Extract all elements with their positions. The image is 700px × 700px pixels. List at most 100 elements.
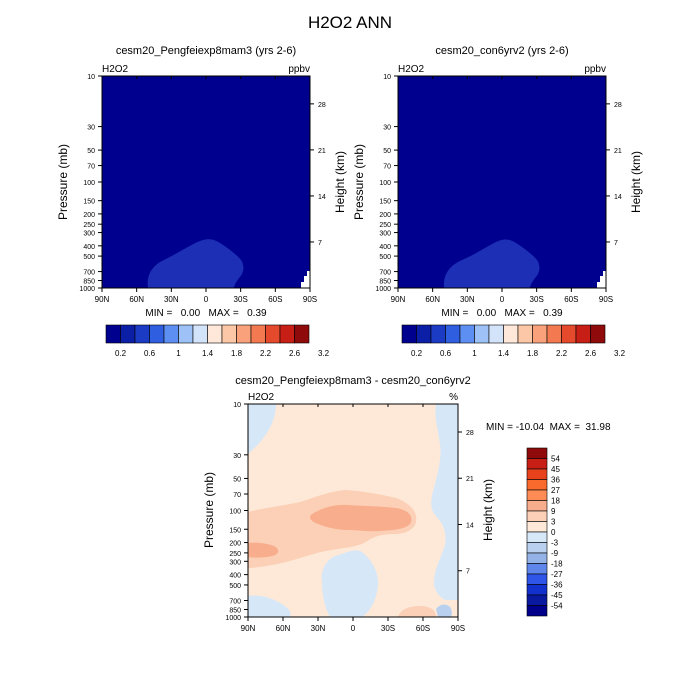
panel-2-title: cesm20_con6yrv2 (yrs 2-6) [435,45,568,57]
y-tick-label: 30 [87,125,95,132]
x-tick-label: 90N [95,295,110,304]
panel-2: cesm20_con6yrv2 (yrs 2-6) H2O2 ppbv 90N 6… [352,45,643,358]
y-tick-label: 50 [233,476,241,483]
y-tick-label: 200 [229,541,241,548]
right-tick-label: 7 [318,240,322,247]
y-tick-label: 100 [83,180,95,187]
panel-1-ylabel-right: Height (km) [333,151,347,213]
colorbar-swatch [149,324,165,344]
colorbar-swatch [561,324,577,344]
colorbar-label: -36 [551,581,563,590]
colorbar-swatch [503,324,519,344]
figure-title: H2O2 ANN [308,13,392,32]
x-tick-label: 30S [381,624,395,633]
y-tick-label: 300 [379,231,391,238]
colorbar-label: 1.8 [231,349,243,358]
panel-1: cesm20_Pengfeiexp8mam3 (yrs 2-6) H2O2 pp… [56,45,347,358]
colorbar-label: 2.6 [585,349,597,358]
colorbar-label: 54 [551,455,560,464]
panel-2-axes: 90N 60N 30N 0 30S 60S 90S 10 30 50 70 100 150 200 250 3… [375,74,621,304]
colorbar-label: 1 [176,349,181,358]
panel-2-variable-label: H2O2 [398,64,425,75]
y-tick-label: 700 [83,270,95,277]
y-tick-label: 500 [83,254,95,261]
colorbar-label: 1.4 [202,349,214,358]
colorbar-swatch [526,468,548,480]
panel-1-units-label: ppbv [288,64,310,75]
colorbar-swatch [416,324,432,344]
colorbar-label: -54 [551,602,563,611]
colorbar-swatch [294,324,310,344]
y-tick-label: 100 [379,180,391,187]
colorbar-swatch [401,324,417,344]
colorbar-swatch [526,531,548,543]
panel-3-title: cesm20_Pengfeiexp8mam3 - cesm20_con6yrv2 [235,375,470,387]
colorbar-swatch [134,324,150,344]
colorbar-swatch [526,500,548,512]
y-tick-label: 10 [383,74,391,81]
colorbar-swatch [250,324,266,344]
colorbar-label: 2.2 [556,349,568,358]
colorbar-swatch [445,324,461,344]
colorbar-label: 45 [551,465,560,474]
panel-1-min-max: MIN = 0.00 MAX = 0.39 [145,308,267,319]
colorbar-swatch [526,594,548,606]
colorbar-label: 27 [551,486,560,495]
x-tick-label: 0 [500,295,505,304]
x-tick-label: 30N [460,295,475,304]
colorbar-swatch [526,573,548,585]
panel-1-title: cesm20_Pengfeiexp8mam3 (yrs 2-6) [116,45,296,57]
x-tick-label: 60S [416,624,430,633]
colorbar-swatch [236,324,252,344]
panel-3-ylabel-right: Height (km) [481,479,495,541]
colorbar-swatch [526,479,548,491]
colorbar-label: 0 [551,528,556,537]
x-tick-label: 30S [530,295,544,304]
right-tick-label: 7 [466,569,470,576]
colorbar-swatch [221,324,237,344]
panel-2-plot-area [398,76,606,288]
colorbar-label: 9 [551,507,556,516]
panel-3-min-max: MIN = -10.04 MAX = 31.98 [486,422,611,433]
x-tick-label: 60N [129,295,144,304]
x-tick-label: 0 [351,624,356,633]
x-tick-label: 0 [204,295,209,304]
colorbar-label: 3.2 [318,349,330,358]
y-tick-label: 850 [379,279,391,286]
y-tick-label: 100 [229,509,241,516]
colorbar-swatch [163,324,179,344]
x-tick-label: 60N [276,624,291,633]
colorbar-label: 3.2 [614,349,626,358]
right-tick-label: 21 [318,148,326,155]
y-tick-label: 200 [83,212,95,219]
y-tick-label: 500 [229,583,241,590]
colorbar-label: -3 [551,539,559,548]
y-tick-label: 400 [379,244,391,251]
y-tick-label: 70 [87,164,95,171]
colorbar-swatch [526,447,548,459]
y-tick-label: 250 [229,551,241,558]
panel-3-units-label: % [449,392,458,403]
panel-1-field-region-0.2-0.4 [147,239,244,288]
panel-2-field-region-0.2-0.4 [443,239,540,288]
x-tick-label: 90S [599,295,613,304]
y-tick-label: 50 [383,148,391,155]
y-tick-label: 30 [383,125,391,132]
y-tick-label: 400 [83,244,95,251]
x-tick-label: 60N [425,295,440,304]
colorbar-label: 1 [472,349,477,358]
panel-2-ylabel: Pressure (mb) [352,144,366,220]
panel-1-missing-corner [301,271,310,288]
x-tick-label: 90N [241,624,256,633]
panel-1-ylabel: Pressure (mb) [56,144,70,220]
y-tick-label: 150 [83,199,95,206]
colorbar-label: -9 [551,549,559,558]
y-tick-label: 70 [233,492,241,499]
panel-2-colorbar: 0.2 0.6 1 1.4 1.8 2.2 2.6 3.2 [401,324,626,358]
x-tick-label: 90S [303,295,317,304]
x-tick-label: 60S [268,295,282,304]
colorbar-swatch [546,324,562,344]
x-tick-label: 90S [451,624,465,633]
colorbar-swatch [526,605,548,617]
